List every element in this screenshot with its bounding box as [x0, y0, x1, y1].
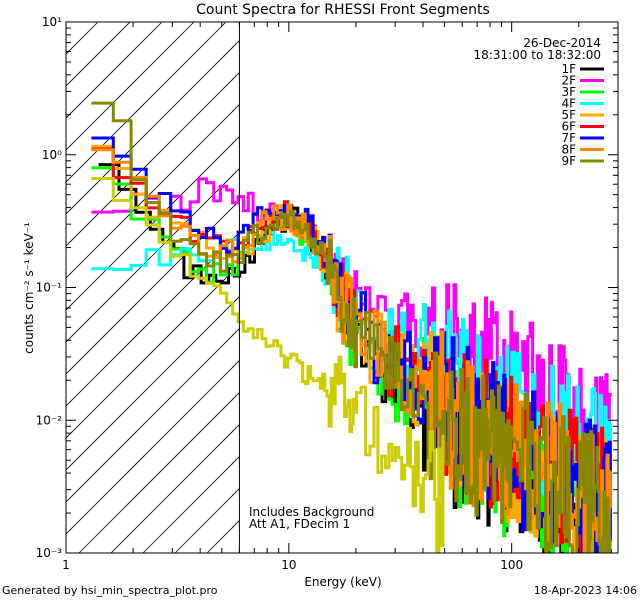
legend-label: 4F — [561, 97, 576, 111]
hatch-line — [66, 104, 240, 279]
hatch-line — [66, 136, 240, 311]
y-tick-label: 10⁰ — [42, 148, 62, 162]
hatch-line — [66, 22, 163, 119]
hatch-line — [66, 232, 240, 407]
legend-label: 3F — [561, 85, 576, 99]
hatch-line — [66, 264, 240, 439]
y-tick-label: 10⁻¹ — [36, 281, 63, 295]
legend-label: 7F — [561, 131, 576, 145]
series-line-background — [91, 177, 445, 553]
series-line-9f — [91, 101, 611, 553]
hatch-line — [66, 22, 195, 151]
hatch-line — [66, 22, 227, 183]
y-tick-label: 10⁻² — [36, 413, 63, 427]
time-range-label: 18:31:00 to 18:32:00 — [474, 48, 601, 62]
x-tick-label: 1 — [62, 558, 70, 572]
hatch-line — [66, 360, 240, 535]
axes: 1 10 100 10⁻³ 10⁻² 10⁻¹ 10⁰ 10¹ — [36, 15, 619, 572]
legend-label: 2F — [561, 74, 576, 88]
x-tick-label: 100 — [500, 558, 523, 572]
footer-timestamp: 18-Apr-2023 14:06 — [534, 584, 637, 597]
legend-label: 1F — [561, 62, 576, 76]
hatch-line — [66, 168, 240, 343]
legend-label: 5F — [561, 108, 576, 122]
y-tick-label: 10⁻³ — [36, 546, 63, 560]
hatch-line — [66, 200, 240, 375]
hatch-line — [623, 22, 640, 553]
legend-label: 9F — [561, 154, 576, 168]
series-group — [91, 101, 612, 553]
hatched-region — [66, 22, 640, 553]
chart-title: Count Spectra for RHESSI Front Segments — [196, 2, 490, 18]
x-tick-label: 10 — [281, 558, 296, 572]
hatch-line — [66, 328, 240, 503]
annotation-line-1: Includes Background — [249, 505, 374, 519]
y-axis-label: counts cm⁻² s⁻¹ keV⁻¹ — [22, 222, 36, 354]
hatch-line — [66, 72, 240, 247]
legend-label: 8F — [561, 143, 576, 157]
hatch-line — [66, 40, 240, 215]
footer-generator: Generated by hsi_min_spectra_plot.pro — [2, 584, 218, 597]
date-label: 26-Dec-2014 — [523, 36, 601, 50]
hatch-line — [78, 392, 240, 553]
hatch-line — [66, 296, 240, 471]
y-tick-label: 10¹ — [42, 15, 62, 29]
hatch-line — [142, 456, 240, 553]
x-axis-label: Energy (keV) — [304, 575, 381, 589]
hatch-line — [110, 424, 240, 553]
annotation-line-2: Att A1, FDecim 1 — [249, 517, 350, 531]
legend-label: 6F — [561, 120, 576, 134]
